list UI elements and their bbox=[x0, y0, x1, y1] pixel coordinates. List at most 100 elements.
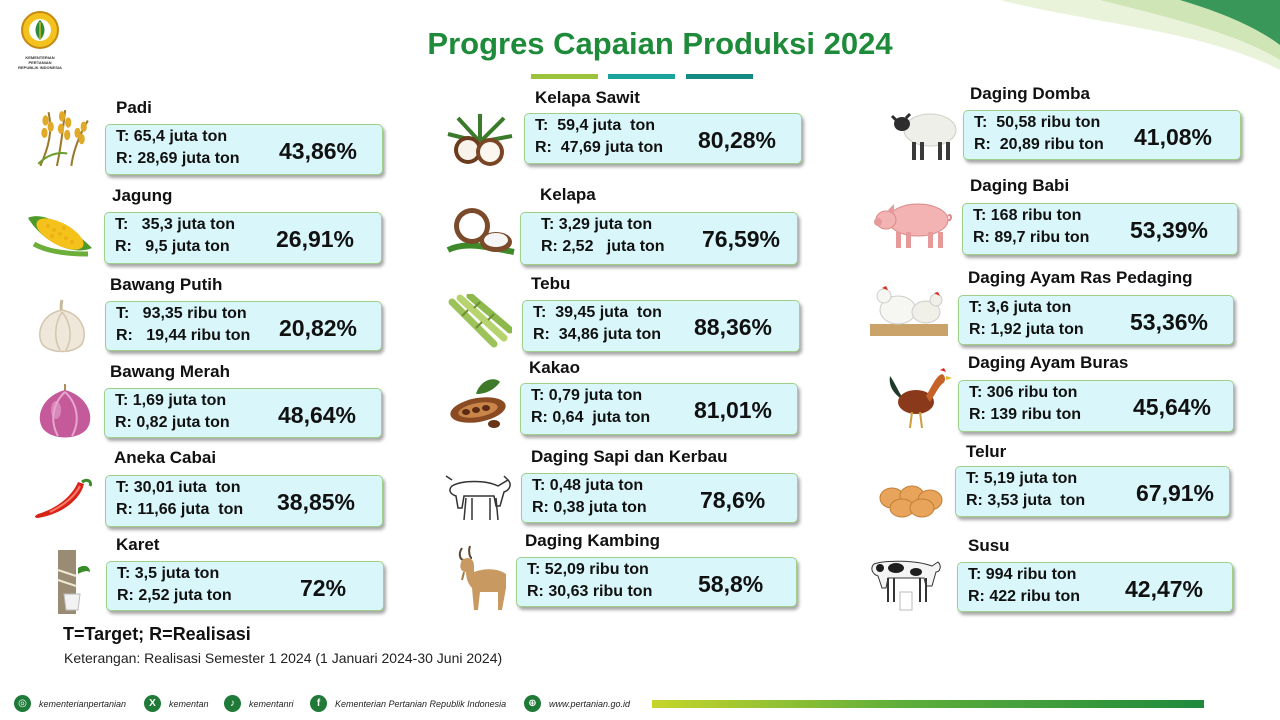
corner-wave-decoration bbox=[1000, 0, 1280, 70]
percent-daging-ayam-ras: 53,36% bbox=[1130, 309, 1209, 335]
x-icon: X bbox=[144, 695, 161, 712]
social-facebook[interactable]: f Kementerian Pertanian Republik Indones… bbox=[310, 695, 506, 712]
card-padi: T: 65,4 juta ton R: 28,69 juta ton 43,86… bbox=[105, 124, 383, 175]
rice-icon bbox=[37, 110, 89, 167]
card-kelapa: T: 3,29 juta ton R: 2,52 juta ton 76,59% bbox=[520, 212, 798, 265]
card-jagung: T: 35,3 juta ton R: 9,5 juta ton 26,91% bbox=[104, 212, 382, 264]
social-x-text: kementan bbox=[169, 698, 209, 709]
realisasi-jagung: R: 9,5 juta ton bbox=[115, 238, 230, 255]
target-daging-domba: T: 50,58 ribu ton bbox=[974, 114, 1101, 131]
percent-padi: 43,86% bbox=[279, 138, 358, 164]
percent-aneka-cabai: 38,85% bbox=[277, 489, 356, 515]
percent-daging-kambing: 58,8% bbox=[698, 571, 764, 597]
cocoa-icon bbox=[450, 379, 506, 428]
card-kakao: T: 0,79 juta ton R: 0,64 juta ton 81,01% bbox=[520, 383, 798, 435]
label-padi: Padi bbox=[116, 98, 152, 117]
facebook-icon: f bbox=[310, 695, 327, 712]
percent-daging-ayam-buras: 45,64% bbox=[1133, 394, 1212, 420]
realisasi-daging-babi: R: 89,7 ribu ton bbox=[973, 229, 1090, 246]
label-bawang-putih: Bawang Putih bbox=[110, 275, 223, 294]
percent-karet: 72% bbox=[300, 575, 347, 601]
target-daging-ayam-buras: T: 306 ribu ton bbox=[969, 384, 1078, 401]
page-title: Progres Capaian Produksi 2024 bbox=[427, 26, 893, 61]
realisasi-bawang-putih: R: 19,44 ribu ton bbox=[116, 327, 251, 344]
realisasi-kelapa: R: 2,52 juta ton bbox=[541, 238, 665, 255]
social-tiktok-text: kementanri bbox=[249, 698, 294, 709]
card-daging-sapi: T: 0,48 juta ton R: 0,38 juta ton 78,6% bbox=[521, 473, 798, 523]
social-tiktok[interactable]: ♪ kementanri bbox=[224, 695, 294, 712]
chicken-icon bbox=[870, 286, 948, 336]
card-daging-domba: T: 50,58 ribu ton R: 20,89 ribu ton 41,0… bbox=[963, 110, 1241, 160]
social-x[interactable]: X kementan bbox=[144, 695, 209, 712]
tiktok-icon: ♪ bbox=[224, 695, 241, 712]
card-telur: T: 5,19 juta ton R: 3,53 juta ton 67,91% bbox=[955, 466, 1230, 517]
footer-gradient-bar bbox=[652, 700, 1204, 708]
cattle-icon bbox=[445, 475, 511, 521]
target-daging-babi: T: 168 ribu ton bbox=[973, 207, 1082, 224]
corn-icon bbox=[28, 216, 92, 257]
card-karet: T: 3,5 juta ton R: 2,52 juta ton 72% bbox=[106, 561, 384, 611]
legend: T=Target; R=Realisasi bbox=[63, 624, 251, 644]
sugarcane-icon bbox=[448, 294, 512, 348]
social-website-text: www.pertanian.go.id bbox=[549, 698, 631, 709]
label-daging-babi: Daging Babi bbox=[970, 176, 1070, 195]
social-instagram[interactable]: ◎ kementerianpertanian bbox=[14, 695, 126, 712]
sheep-icon bbox=[890, 112, 957, 160]
target-tebu: T: 39,45 juta ton bbox=[533, 304, 662, 321]
realisasi-tebu: R: 34,86 juta ton bbox=[533, 326, 662, 343]
target-daging-kambing: T: 52,09 ribu ton bbox=[527, 561, 649, 578]
label-daging-domba: Daging Domba bbox=[970, 84, 1090, 103]
label-daging-sapi: Daging Sapi dan Kerbau bbox=[531, 447, 728, 466]
realisasi-susu: R: 422 ribu ton bbox=[968, 588, 1081, 605]
label-daging-kambing: Daging Kambing bbox=[525, 531, 661, 550]
percent-tebu: 88,36% bbox=[694, 314, 773, 340]
globe-icon: ⊕ bbox=[524, 695, 541, 712]
target-karet: T: 3,5 juta ton bbox=[117, 565, 220, 582]
ministry-logo: KEMENTERIAN PERTANIAN REPUBLIK INDONESIA bbox=[16, 10, 64, 70]
percent-bawang-putih: 20,82% bbox=[279, 315, 358, 341]
card-bawang-putih: T: 93,35 ribu ton R: 19,44 ribu ton 20,8… bbox=[105, 301, 382, 351]
realisasi-padi: R: 28,69 juta ton bbox=[116, 150, 240, 167]
card-daging-ayam-buras: T: 306 ribu ton R: 139 ribu ton 45,64% bbox=[958, 380, 1234, 432]
percent-susu: 42,47% bbox=[1125, 576, 1204, 602]
realisasi-kelapa-sawit: R: 47,69 juta ton bbox=[535, 139, 664, 156]
footer-socials: ◎ kementerianpertanian X kementan ♪ keme… bbox=[14, 695, 674, 715]
percent-daging-babi: 53,39% bbox=[1130, 217, 1209, 243]
target-bawang-merah: T: 1,69 juta ton bbox=[115, 392, 227, 409]
palm-oil-icon bbox=[447, 114, 513, 166]
target-kelapa: T: 3,29 juta ton bbox=[541, 216, 653, 233]
target-jagung: T: 35,3 juta ton bbox=[115, 216, 236, 233]
label-kakao: Kakao bbox=[529, 358, 581, 377]
garlic-icon bbox=[39, 299, 85, 353]
realisasi-daging-ayam-buras: R: 139 ribu ton bbox=[969, 406, 1082, 423]
realisasi-daging-domba: R: 20,89 ribu ton bbox=[974, 136, 1104, 153]
goat-icon bbox=[458, 545, 506, 610]
realisasi-bawang-merah: R: 0,82 juta ton bbox=[115, 414, 230, 431]
target-daging-ayam-ras: T: 3,6 juta ton bbox=[969, 299, 1072, 316]
realisasi-aneka-cabai: R: 11,66 juta ton bbox=[116, 501, 244, 518]
target-kakao: T: 0,79 juta ton bbox=[531, 387, 643, 404]
card-daging-kambing: T: 52,09 ribu ton R: 30,63 ribu ton 58,8… bbox=[516, 557, 797, 607]
rubber-icon bbox=[57, 550, 90, 614]
label-jagung: Jagung bbox=[112, 186, 173, 205]
card-kelapa-sawit: T: 59,4 juta ton R: 47,69 juta ton 80,28… bbox=[524, 113, 802, 164]
label-tebu: Tebu bbox=[531, 274, 571, 293]
pig-icon bbox=[874, 203, 952, 248]
logo-text-2: REPUBLIK INDONESIA bbox=[18, 65, 62, 70]
percent-daging-sapi: 78,6% bbox=[700, 487, 766, 513]
ministry-emblem-icon bbox=[21, 11, 59, 49]
percent-kelapa-sawit: 80,28% bbox=[698, 127, 777, 153]
target-bawang-putih: T: 93,35 ribu ton bbox=[116, 305, 247, 322]
card-tebu: T: 39,45 juta ton R: 34,86 juta ton 88,3… bbox=[522, 300, 800, 352]
realisasi-daging-sapi: R: 0,38 juta ton bbox=[532, 499, 647, 516]
shallot-icon bbox=[39, 384, 91, 438]
social-website[interactable]: ⊕ www.pertanian.go.id bbox=[524, 695, 630, 712]
realisasi-karet: R: 2,52 juta ton bbox=[117, 587, 232, 604]
card-susu: T: 994 ribu ton R: 422 ribu ton 42,47% bbox=[957, 562, 1233, 612]
label-aneka-cabai: Aneka Cabai bbox=[114, 448, 217, 467]
percent-jagung: 26,91% bbox=[276, 226, 355, 252]
target-aneka-cabai: T: 30,01 iuta ton bbox=[116, 479, 241, 496]
label-daging-ayam-buras: Daging Ayam Buras bbox=[968, 353, 1129, 372]
target-telur: T: 5,19 juta ton bbox=[966, 470, 1078, 487]
label-telur: Telur bbox=[966, 442, 1007, 461]
